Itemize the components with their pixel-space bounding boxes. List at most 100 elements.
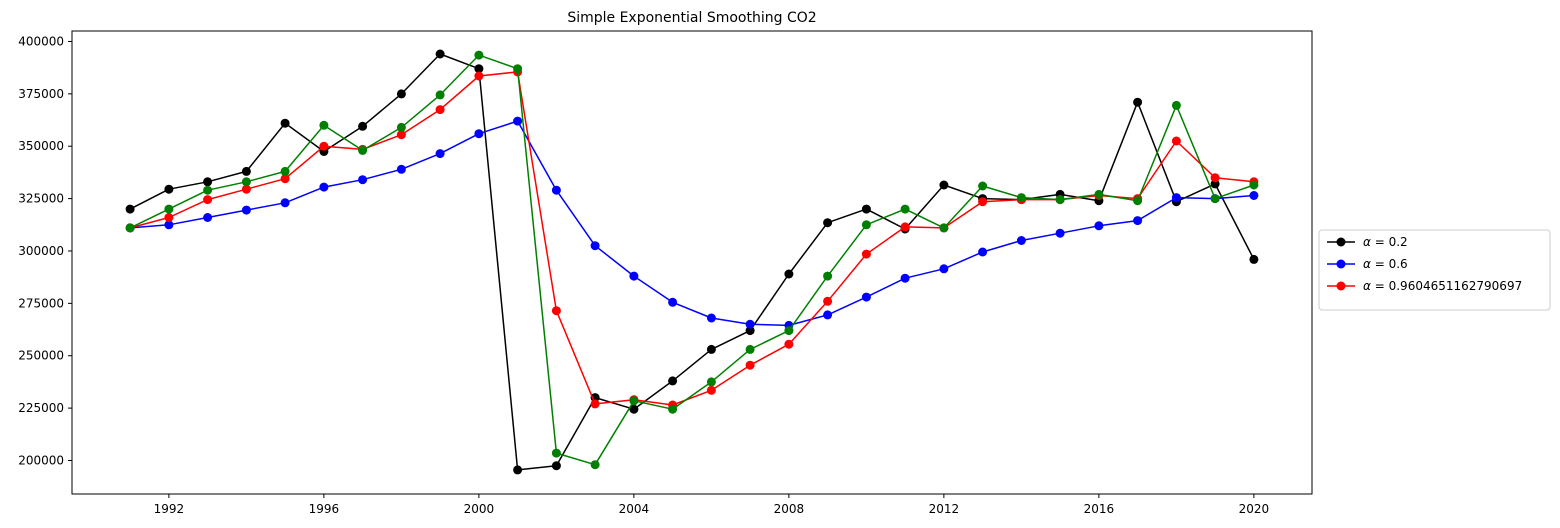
data-point — [474, 129, 484, 139]
series-3 — [125, 67, 1259, 410]
series-line — [129, 53, 1255, 471]
data-point — [203, 177, 213, 187]
data-point — [241, 177, 251, 187]
data-point — [358, 145, 368, 155]
legend-item: α = 0.9604651162790697 — [1327, 279, 1522, 293]
data-point — [435, 149, 445, 159]
data-point — [668, 297, 678, 307]
y-tick-label: 400000 — [18, 34, 64, 48]
data-point — [358, 175, 368, 185]
data-point — [629, 396, 639, 406]
x-tick-label: 1992 — [154, 502, 185, 516]
data-point — [164, 184, 174, 194]
legend-item: α = 0.2 — [1327, 235, 1408, 249]
y-tick-label: 225000 — [18, 401, 64, 415]
y-tick-label: 300000 — [18, 244, 64, 258]
x-tick-label: 2004 — [619, 502, 650, 516]
data-point — [1171, 136, 1181, 146]
data-point — [745, 344, 755, 354]
data-point — [706, 313, 716, 323]
data-point — [861, 204, 871, 214]
data-point — [1210, 179, 1220, 189]
data-point — [396, 122, 406, 132]
data-point — [203, 195, 213, 205]
x-tick-label: 2016 — [1084, 502, 1115, 516]
series-1 — [125, 49, 1259, 475]
data-point — [474, 71, 484, 81]
data-point — [784, 339, 794, 349]
legend: α = 0.2 α = 0.6 α = 0.9604651162790697 — [1318, 229, 1551, 311]
data-point — [978, 181, 988, 191]
legend-box — [1318, 229, 1551, 311]
data-point — [861, 220, 871, 230]
data-point — [629, 271, 639, 281]
y-tick-label: 325000 — [18, 192, 64, 206]
data-point — [1171, 100, 1181, 110]
data-point — [1055, 195, 1065, 205]
data-point — [241, 205, 251, 215]
legend-marker — [1336, 281, 1346, 291]
plot-frame — [71, 30, 1313, 495]
chart-title: Simple Exponential Smoothing CO2 — [567, 10, 816, 26]
data-point — [203, 185, 213, 195]
data-point — [203, 213, 213, 222]
data-point — [435, 90, 445, 100]
data-point — [900, 222, 910, 232]
data-point — [939, 223, 949, 233]
data-point — [823, 218, 833, 228]
data-point — [435, 49, 445, 59]
data-point — [513, 465, 523, 475]
data-point — [513, 64, 523, 74]
data-point — [280, 174, 290, 184]
data-point — [164, 213, 174, 222]
plot-area — [125, 49, 1259, 475]
y-tick-label: 250000 — [18, 349, 64, 363]
data-point — [1016, 193, 1026, 203]
data-point — [1171, 193, 1181, 203]
data-point — [551, 461, 561, 471]
data-point — [551, 306, 561, 316]
data-point — [164, 204, 174, 214]
series-line — [129, 71, 1254, 406]
data-point — [1133, 196, 1143, 206]
data-point — [706, 385, 716, 395]
data-point — [1249, 180, 1259, 190]
data-point — [590, 460, 600, 470]
data-point — [125, 204, 135, 214]
data-point — [1133, 97, 1143, 107]
data-point — [358, 121, 368, 131]
y-tick-label: 375000 — [18, 87, 64, 101]
data-point — [396, 164, 406, 174]
data-point — [1249, 254, 1259, 264]
legend-item: α = 0.6 — [1327, 257, 1408, 271]
data-point — [319, 120, 329, 130]
x-tick-label: 2012 — [929, 502, 960, 516]
data-point — [241, 166, 251, 176]
y-tick-label: 350000 — [18, 139, 64, 153]
series-4 — [125, 50, 1259, 470]
data-point — [551, 185, 561, 195]
y-axis: 200000 225000 250000 275000 300000 325000 3500… — [18, 34, 72, 467]
data-point — [745, 319, 755, 329]
y-tick-label: 200000 — [18, 453, 64, 467]
data-point — [1016, 236, 1026, 245]
data-point — [319, 141, 329, 151]
data-point — [1249, 191, 1259, 200]
data-point — [668, 404, 678, 414]
x-tick-label: 2008 — [774, 502, 805, 516]
data-point — [280, 118, 290, 128]
data-point — [978, 197, 988, 207]
data-point — [125, 223, 135, 233]
data-point — [435, 105, 445, 115]
x-tick-label: 2020 — [1239, 502, 1270, 516]
data-point — [474, 50, 484, 60]
data-point — [474, 64, 484, 74]
data-point — [280, 166, 290, 176]
x-tick-label: 2000 — [464, 502, 495, 516]
legend-marker — [1336, 259, 1346, 269]
data-point — [629, 404, 639, 414]
data-point — [823, 271, 833, 281]
data-point — [861, 249, 871, 259]
data-point — [823, 310, 833, 320]
